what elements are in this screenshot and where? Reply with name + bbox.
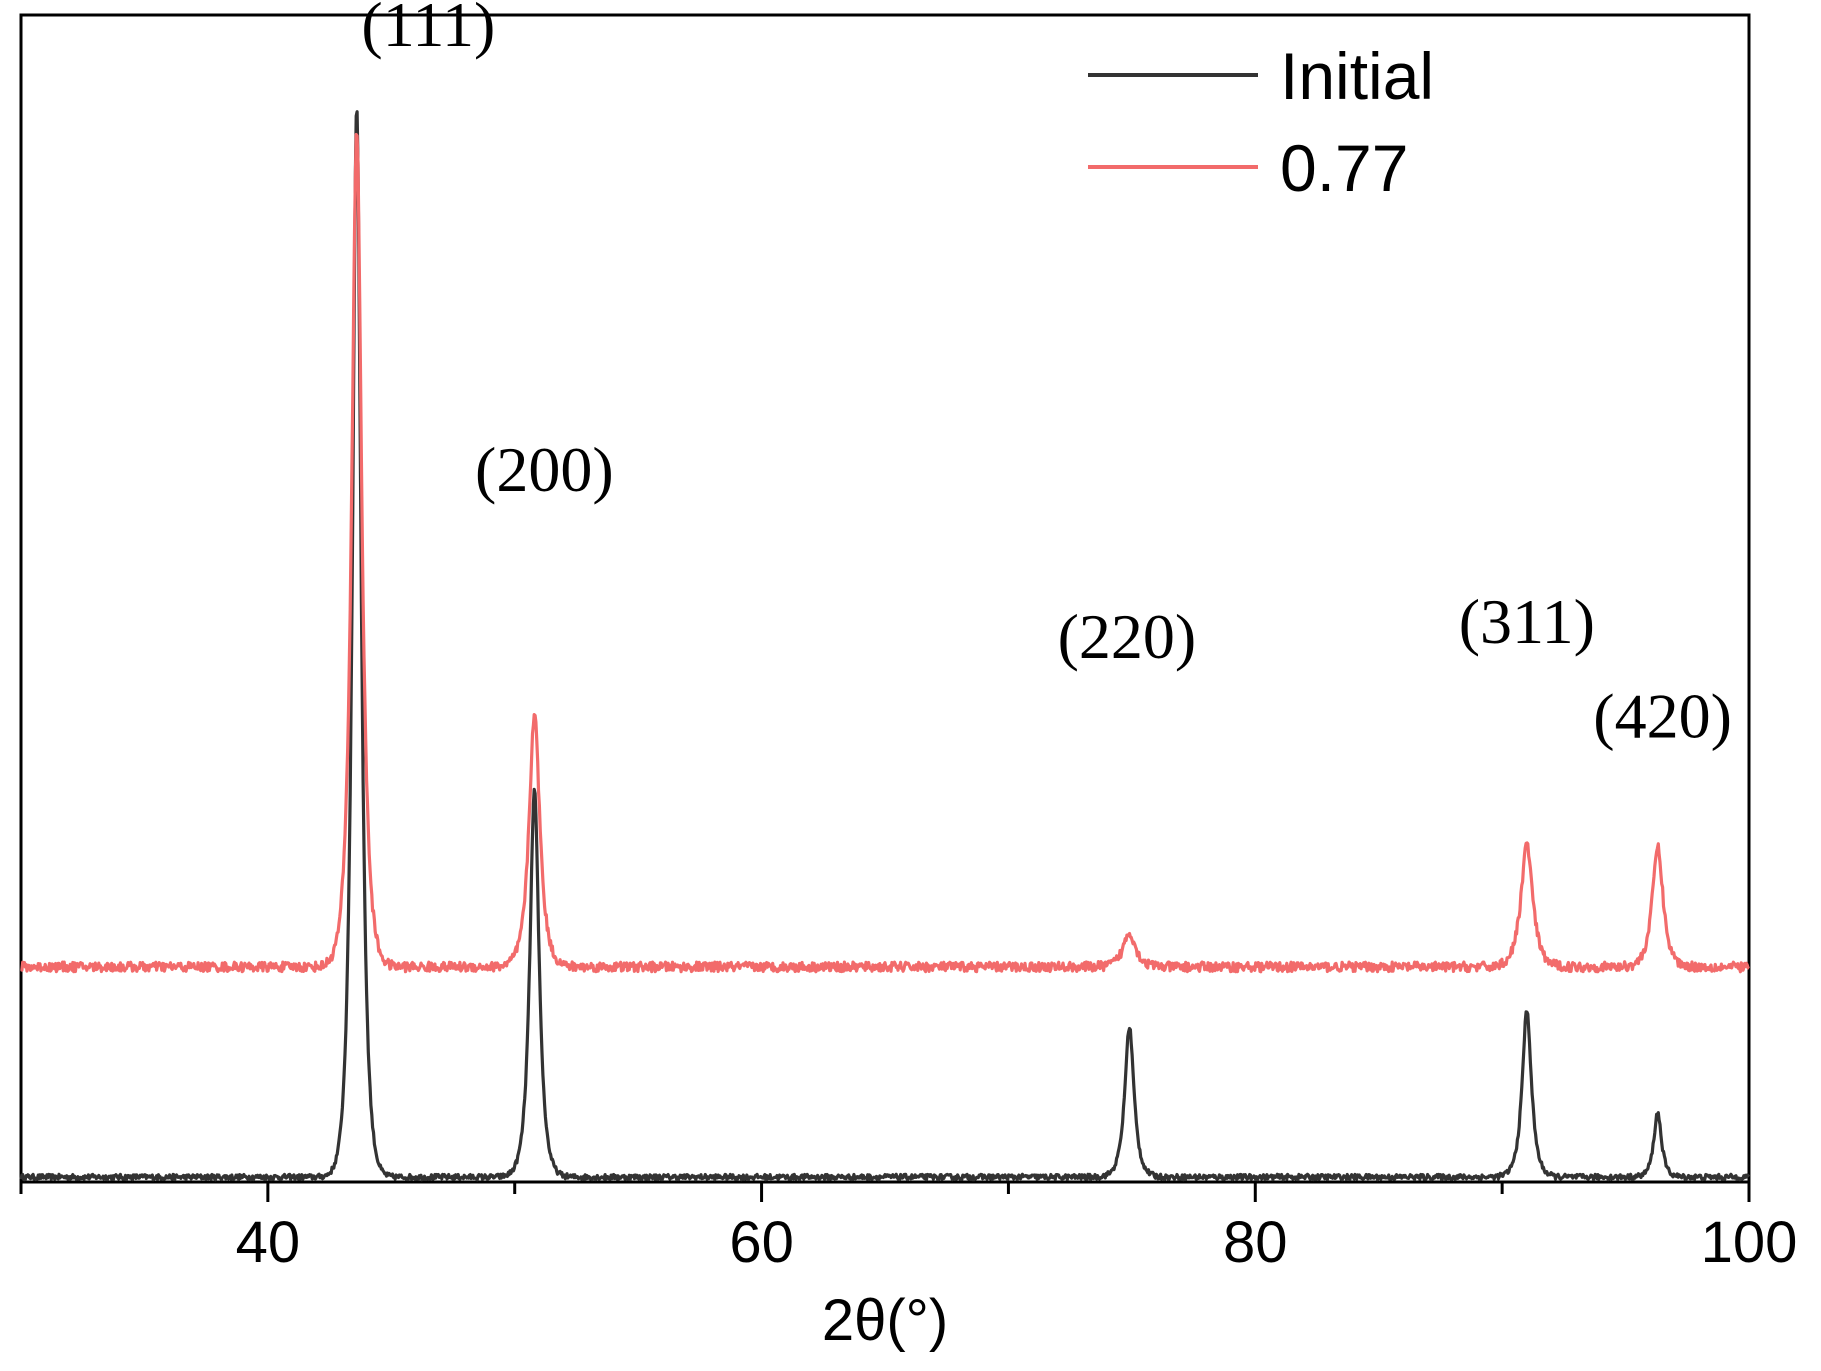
legend-label: Initial	[1280, 39, 1434, 113]
series-layer	[19, 110, 1751, 1182]
x-axis-label: 2θ(°)	[822, 1288, 948, 1353]
x-axis-ticks: 40 60 80 100	[19, 1182, 1798, 1275]
series-0-77	[20, 132, 1750, 974]
peak-label: (200)	[475, 434, 614, 505]
x-tick-label: 80	[1223, 1210, 1288, 1275]
plot-frame	[19, 13, 1751, 1184]
x-tick-label: 60	[729, 1210, 794, 1275]
peak-label: (220)	[1058, 601, 1197, 672]
peak-label: (420)	[1593, 680, 1732, 751]
peak-label: (111)	[361, 0, 495, 60]
x-tick-label: 100	[1701, 1210, 1798, 1275]
x-tick-label: 40	[236, 1210, 301, 1275]
series-initial	[19, 110, 1751, 1182]
peak-annotations: (111) (200) (220) (311) (420)	[361, 0, 1732, 751]
legend-label: 0.77	[1280, 131, 1408, 205]
peak-label: (311)	[1459, 586, 1595, 657]
legend: Initial 0.77	[1088, 39, 1434, 205]
